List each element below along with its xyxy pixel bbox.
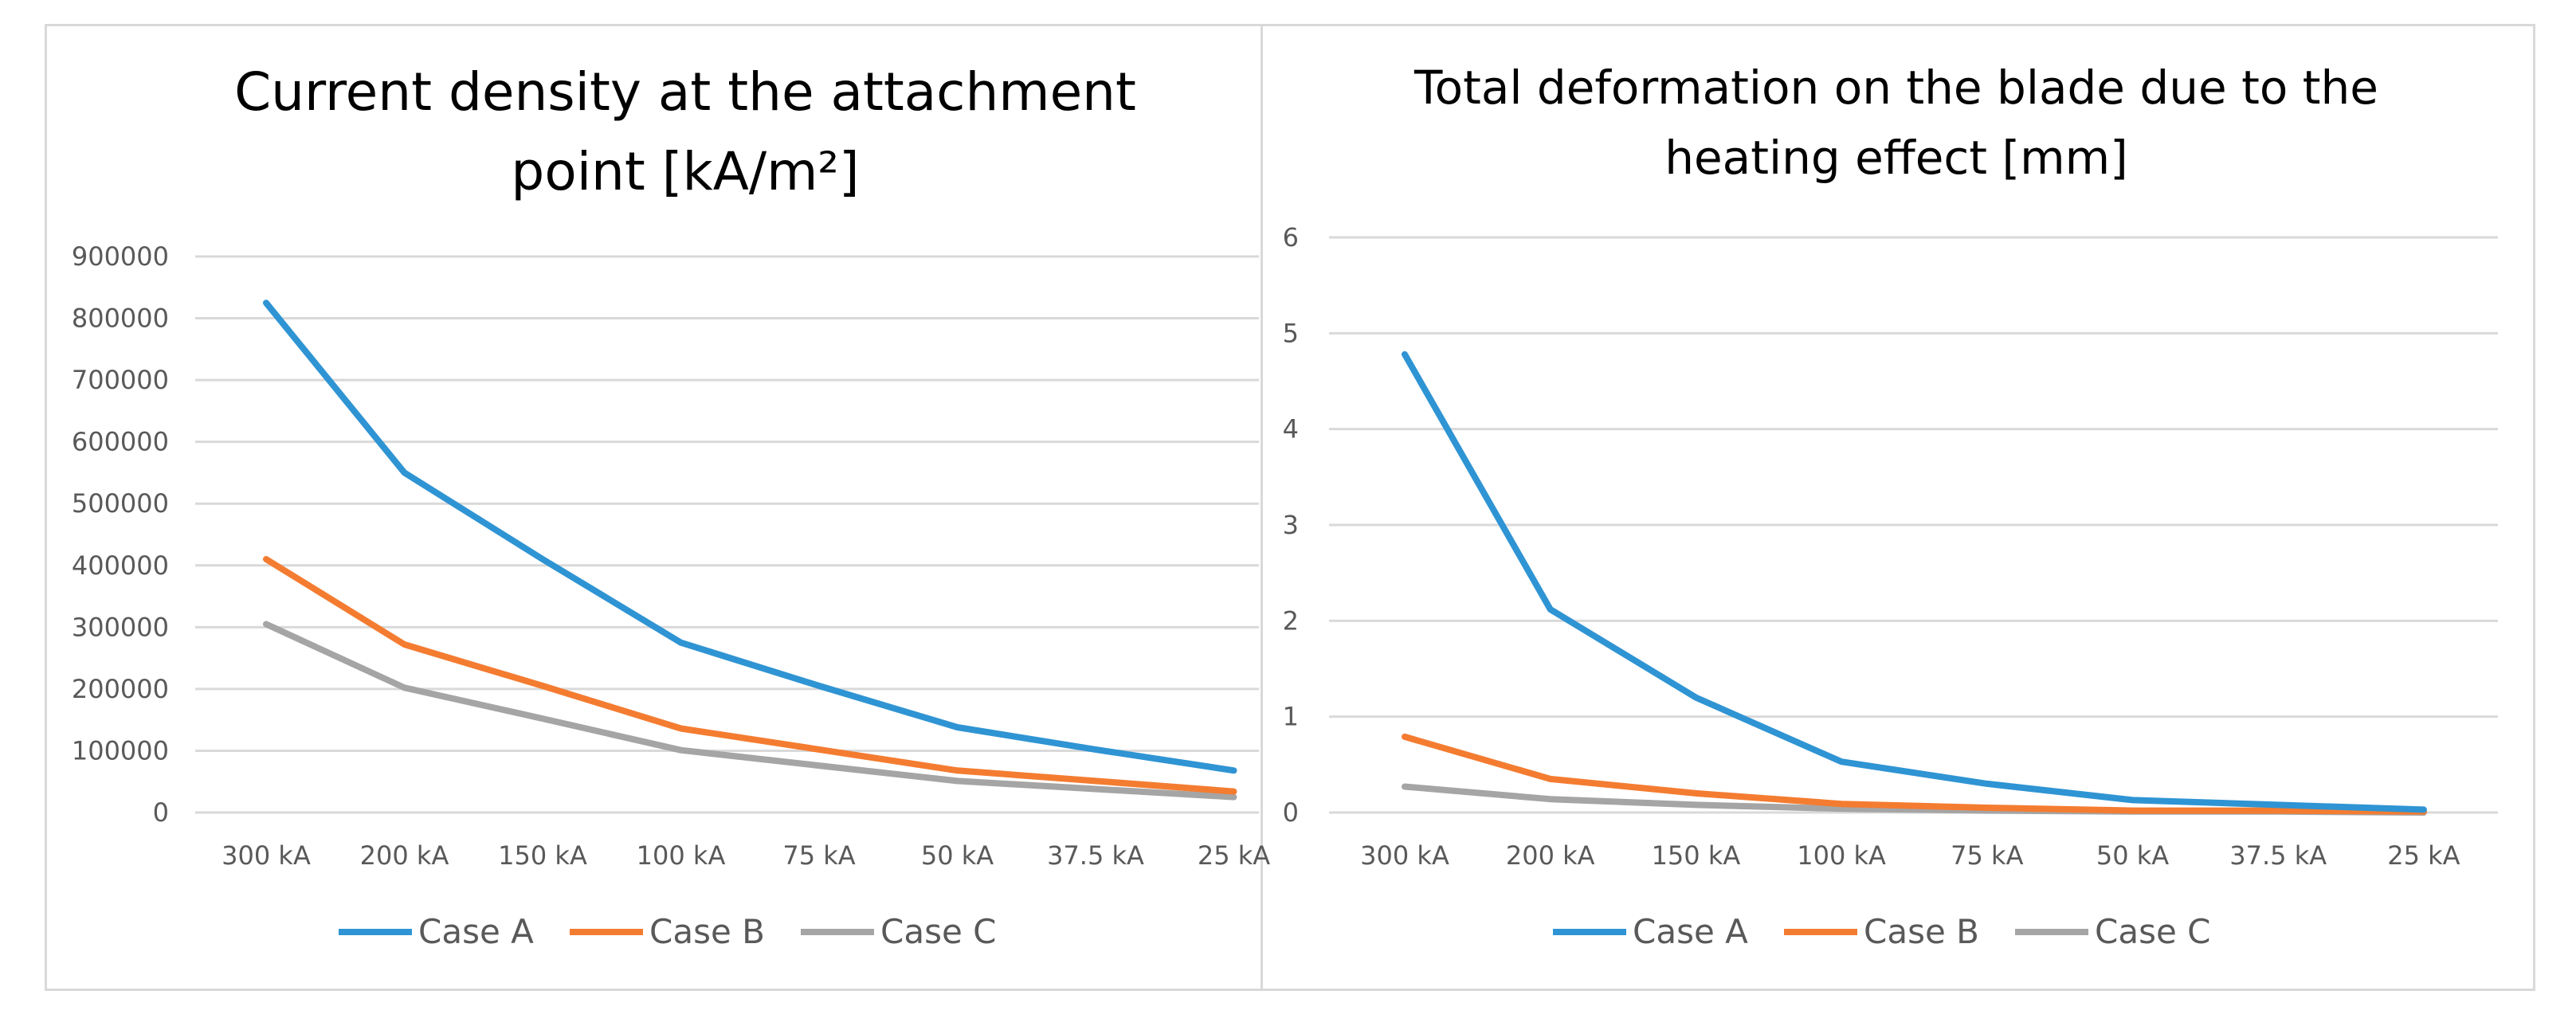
chart1-xtick-label: 25 kA: [1198, 840, 1270, 871]
chart2-xtick-label: 50 kA: [2096, 840, 2169, 871]
chart2-series-case-a-line: [1402, 350, 2427, 813]
chart2-ytick-label: 6: [1283, 222, 1299, 253]
chart2-xtick-label: 300 kA: [1360, 840, 1449, 871]
chart1-ytick-label: 100000: [72, 735, 169, 766]
chart2-title-line-2: heating effect [mm]: [1664, 131, 2128, 185]
chart1-xtick-label: 75 kA: [782, 840, 855, 871]
chart1-ytick-label: 300000: [72, 612, 169, 642]
chart1-legend-label-case-c: Case C: [880, 912, 996, 951]
chart1-xtick-label: 200 kA: [360, 840, 449, 871]
chart2-ytick-label: 3: [1283, 510, 1299, 540]
chart1-title-line-1: Current density at the attachment: [234, 61, 1136, 123]
chart2-legend-label-case-a: Case A: [1633, 912, 1748, 951]
chart2-ytick-label: 0: [1283, 797, 1299, 828]
chart1-series-case-a-line: [263, 300, 1237, 774]
chart2-xtick-label: 25 kA: [2387, 840, 2460, 871]
chart1-title-line-2: point [kA/m²]: [511, 141, 859, 202]
chart1-ytick-label: 0: [153, 797, 169, 828]
chart1-xtick-label: 100 kA: [637, 840, 726, 871]
chart1-xtick-label: 300 kA: [222, 840, 311, 871]
chart2-ytick-label: 1: [1283, 702, 1299, 732]
chart2-xtick-label: 150 kA: [1652, 840, 1741, 871]
chart1-ytick-label: 500000: [72, 488, 169, 519]
chart2-xtick-label: 100 kA: [1797, 840, 1886, 871]
chart1-ytick-label: 700000: [72, 365, 169, 395]
chart1-ytick-label: 900000: [72, 241, 169, 272]
chart1-legend-label-case-a: Case A: [418, 912, 534, 951]
chart1-ytick-label: 800000: [72, 303, 169, 334]
chart1-ytick-label: 400000: [72, 550, 169, 581]
chart2-title-line-1: Total deformation on the blade due to th…: [1413, 61, 2378, 115]
chart2-legend-label-case-b: Case B: [1864, 912, 1979, 951]
chart2-xtick-label: 37.5 kA: [2229, 840, 2327, 871]
chart2-ytick-label: 5: [1283, 318, 1299, 348]
chart1-xtick-label: 150 kA: [498, 840, 587, 871]
chart1-ytick-label: 200000: [72, 674, 169, 704]
chart2-ytick-label: 4: [1283, 414, 1299, 444]
chart1-series-case-b-line: [263, 556, 1237, 795]
chart2-series-case-b-line: [1402, 733, 2427, 815]
chart2-xtick-label: 200 kA: [1506, 840, 1595, 871]
panel-divider: [1261, 24, 1263, 991]
chart1-xtick-label: 37.5 kA: [1047, 840, 1144, 871]
chart2-legend-label-case-c: Case C: [2095, 912, 2210, 951]
chart1-legend-label-case-b: Case B: [649, 912, 765, 951]
chart1-xtick-label: 50 kA: [921, 840, 994, 871]
chart2-xtick-label: 75 kA: [1951, 840, 2023, 871]
chart1-series-case-c-line: [263, 621, 1237, 801]
chart1-ytick-label: 600000: [72, 427, 169, 457]
chart2-ytick-label: 2: [1283, 605, 1299, 636]
